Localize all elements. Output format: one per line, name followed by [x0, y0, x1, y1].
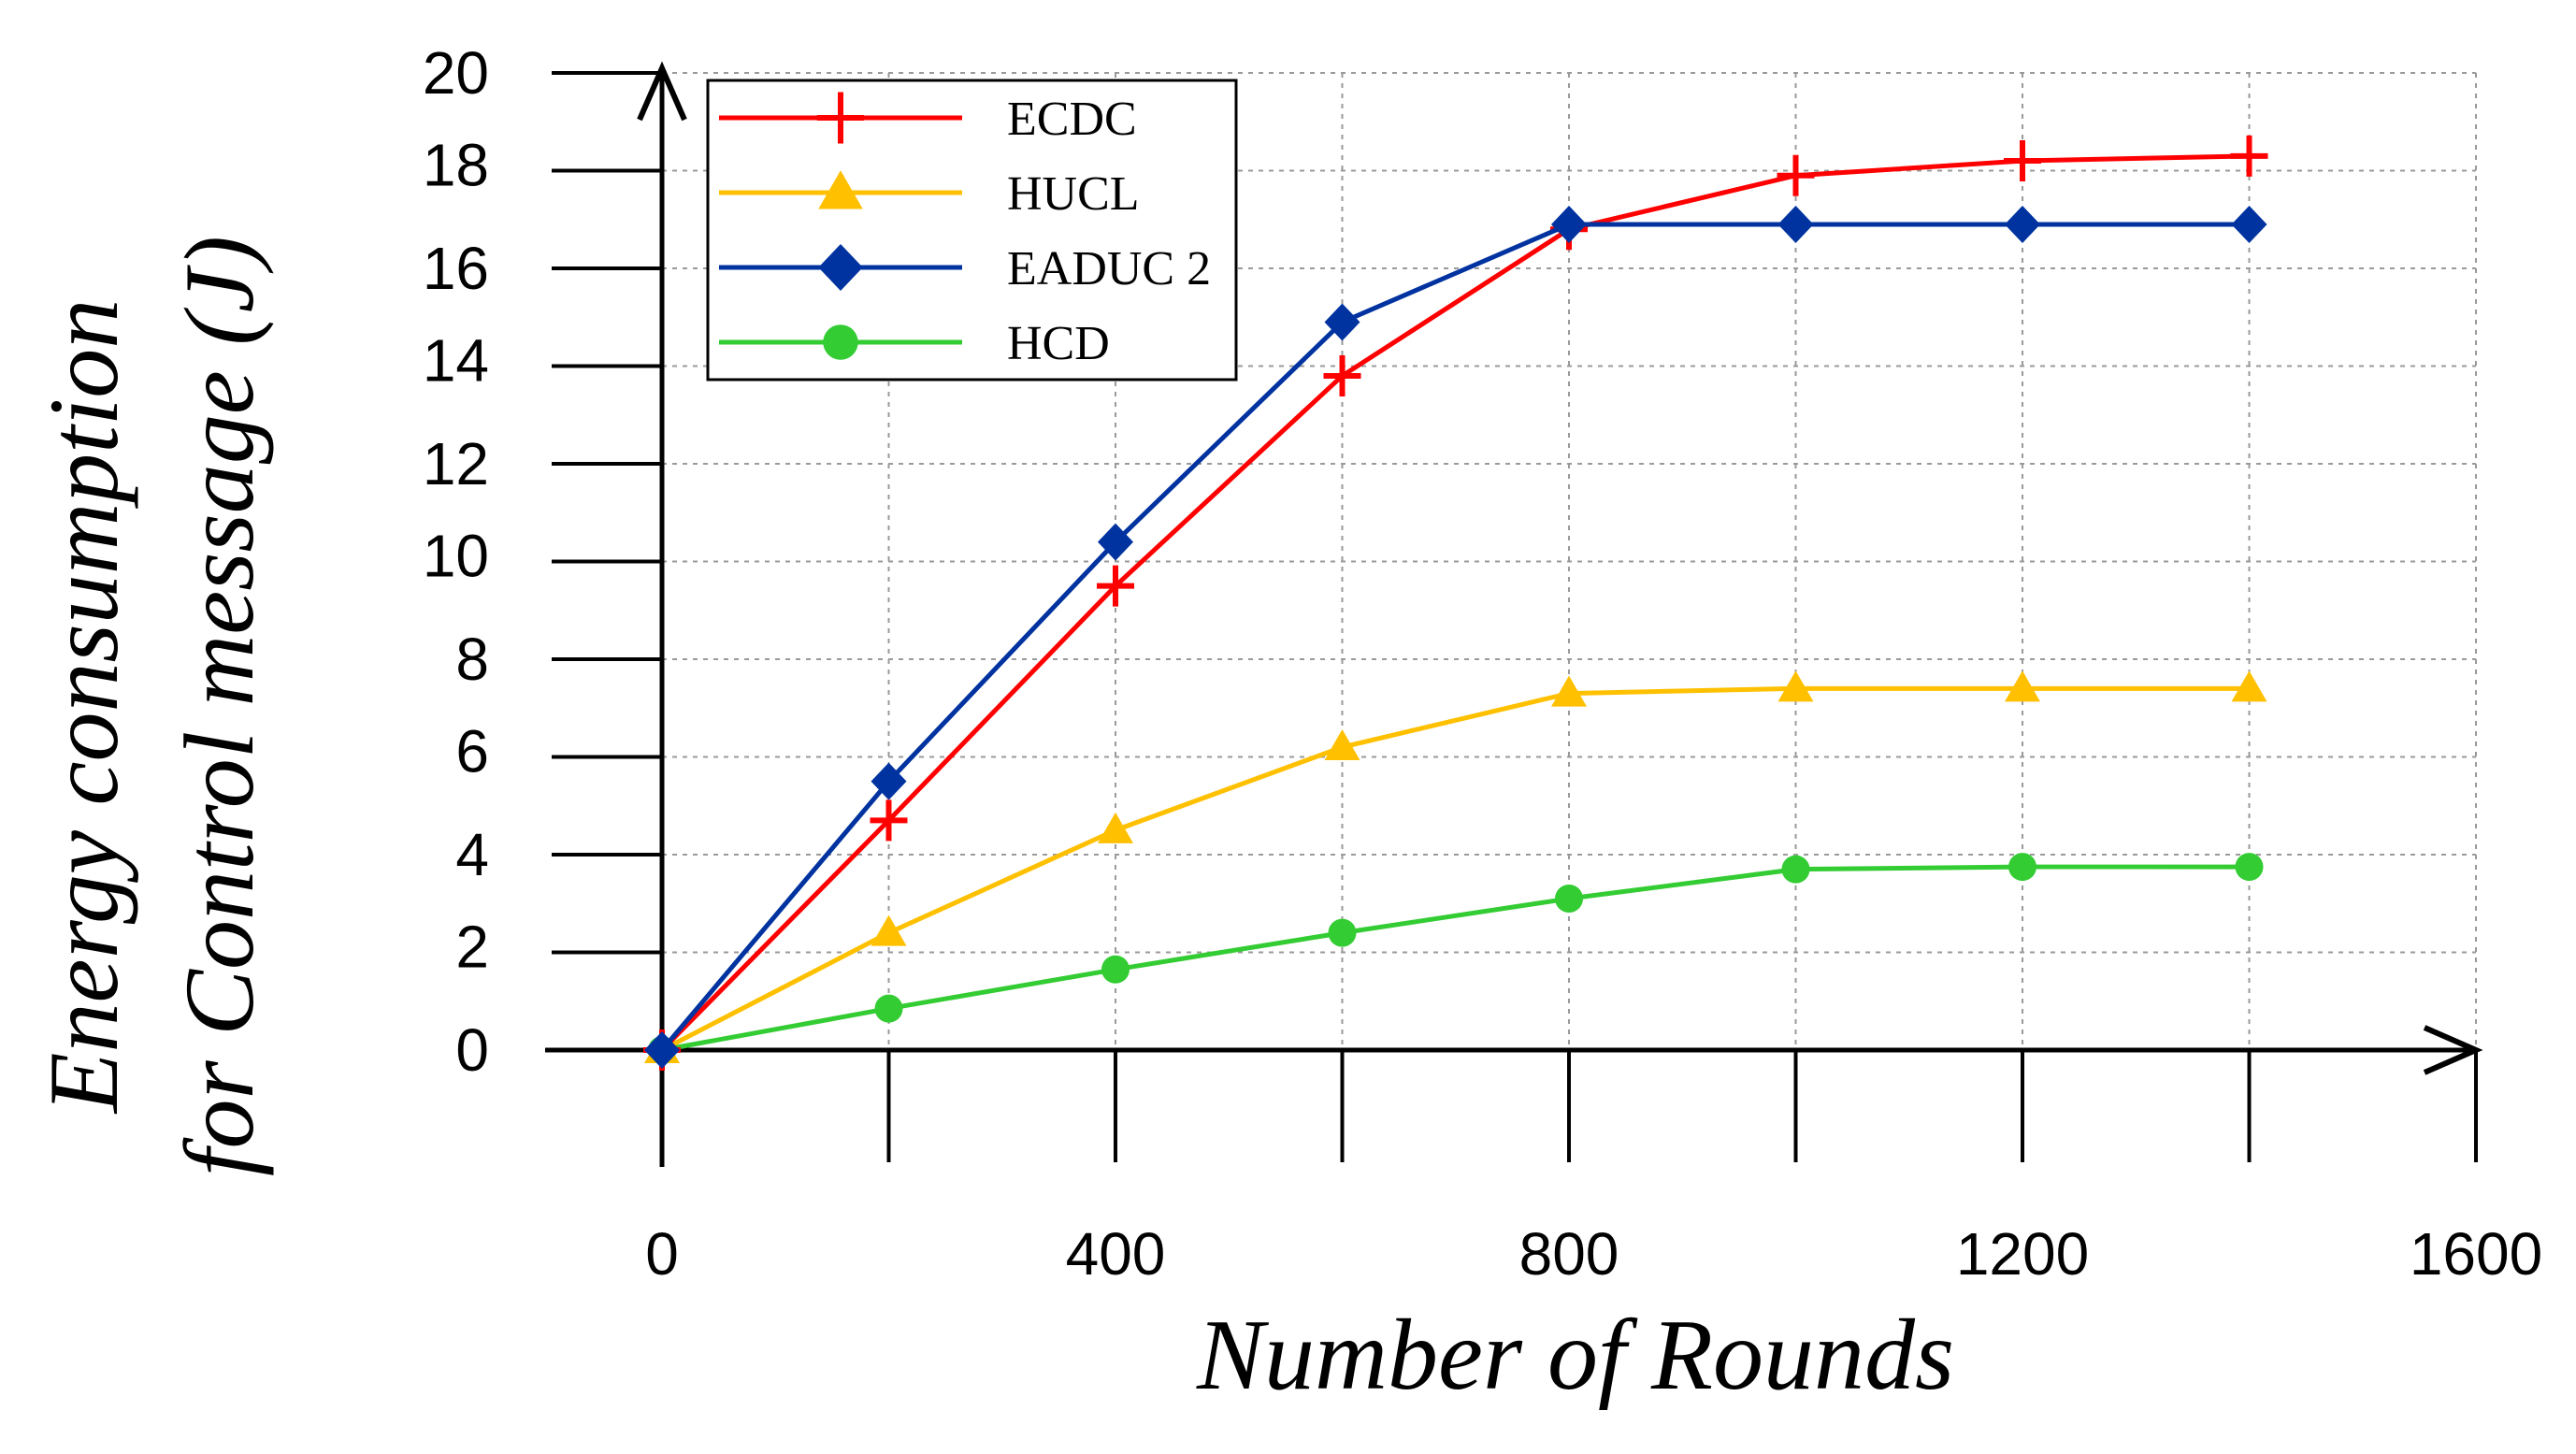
legend-label: HCD	[1007, 317, 1110, 370]
y-axis-title-line1: Energy consumption	[29, 299, 138, 1115]
point-eaduc-2	[1777, 205, 1814, 243]
point-hcd	[874, 994, 903, 1023]
legend-marker	[817, 92, 864, 144]
point-hcd	[2235, 853, 2264, 882]
legend-label: EADUC 2	[1007, 242, 1211, 295]
x-tick-label: 1600	[2410, 1220, 2542, 1288]
y-tick-label: 18	[423, 132, 489, 199]
point-eaduc-2	[1098, 523, 1133, 561]
y-axis-arrow	[637, 61, 687, 122]
series-group	[643, 135, 2268, 1071]
x-axis-title: Number of Rounds	[1196, 1300, 1954, 1411]
point-ecdc	[1777, 154, 1815, 196]
point-eaduc-2	[1551, 205, 1587, 243]
point-hcd	[1328, 918, 1357, 947]
y-axis-title-line2: for Control message (J)	[165, 236, 274, 1176]
legend-marker	[823, 324, 858, 360]
point-ecdc	[2004, 140, 2041, 182]
point-eaduc-2	[1324, 303, 1360, 341]
legend-marker	[818, 170, 863, 209]
line-eaduc-2	[660, 222, 2250, 1052]
point-hcd	[2008, 853, 2036, 882]
point-ecdc	[2230, 135, 2268, 177]
line-ecdc	[660, 153, 2250, 1052]
legend-label: ECDC	[1007, 93, 1137, 146]
line-hcd	[661, 864, 2250, 1053]
point-eaduc-2	[2005, 205, 2040, 243]
point-hucl	[1551, 675, 1587, 707]
point-hcd	[1555, 885, 1583, 914]
point-ecdc	[1097, 565, 1134, 607]
legend-item-eaduc-2: EADUC 2	[719, 242, 1211, 295]
legend-box	[706, 79, 1238, 381]
point-hucl	[1098, 812, 1133, 843]
series-ecdc	[643, 135, 2268, 1071]
point-ecdc	[1323, 354, 1361, 396]
series-hcd	[648, 853, 2264, 1064]
series-eaduc-2	[644, 205, 2267, 1069]
point-hcd	[1101, 955, 1130, 984]
y-tick-label: 2	[455, 914, 489, 981]
y-tick-label: 0	[455, 1016, 489, 1084]
y-tick-label: 8	[455, 626, 489, 693]
legend-item-hcd: HCD	[719, 317, 1110, 370]
legend-marker	[818, 244, 863, 291]
y-tick-label: 10	[423, 523, 489, 590]
point-hucl	[1777, 670, 1814, 702]
y-tick-label: 6	[455, 718, 489, 785]
y-tick-label: 4	[455, 821, 489, 888]
x-tick-label: 1200	[1956, 1220, 2089, 1288]
legend-item-hucl: HUCL	[719, 167, 1140, 221]
point-eaduc-2	[2231, 205, 2267, 243]
y-tick-label: 20	[423, 39, 489, 107]
y-tick-label: 16	[423, 235, 489, 302]
point-hucl	[2231, 670, 2267, 702]
point-hucl	[2005, 670, 2040, 702]
point-hucl	[871, 914, 907, 946]
x-tick-label: 400	[1066, 1220, 1166, 1288]
legend: ECDC HUCL EADUC 2 HCD	[706, 79, 1238, 381]
point-hucl	[1324, 729, 1360, 761]
legend-label: HUCL	[1007, 167, 1140, 221]
series-hucl	[644, 670, 2267, 1063]
point-ecdc	[870, 799, 908, 842]
y-tick-label: 14	[423, 327, 489, 395]
point-hcd	[1781, 855, 1810, 884]
x-tick-label: 0	[645, 1220, 679, 1288]
point-eaduc-2	[644, 1031, 680, 1069]
point-eaduc-2	[871, 762, 907, 800]
y-tick-label: 12	[423, 430, 489, 497]
line-hucl	[660, 685, 2250, 1053]
ticks: 0 2 4 6 8 10 12 14 16 18 20 0 400 800 1200 1600	[423, 39, 2542, 1288]
legend-item-ecdc: ECDC	[719, 92, 1137, 146]
x-tick-label: 800	[1519, 1220, 1619, 1288]
